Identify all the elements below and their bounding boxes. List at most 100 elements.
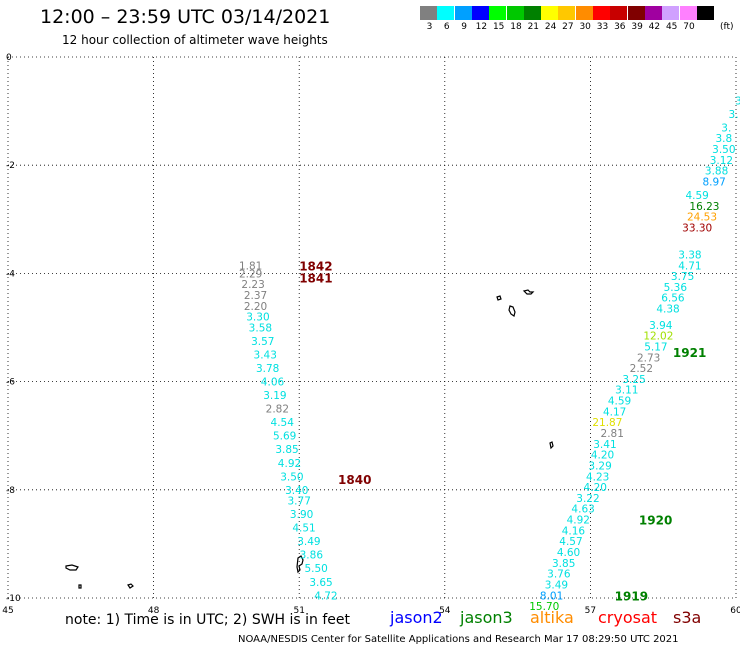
colorbar-label: 9	[461, 22, 467, 32]
colorbar-label: 27	[562, 22, 574, 32]
wave-height-value: 4.20	[584, 482, 607, 494]
wave-height-value: 3.75	[671, 271, 694, 283]
wave-height-value: 12.02	[643, 331, 673, 343]
wave-height-value: 3.49	[545, 579, 568, 591]
landmass-outline	[296, 555, 304, 574]
wave-height-value: 2.81	[601, 428, 624, 440]
wave-height-value: 4.20	[591, 450, 614, 462]
y-tick-label: 0	[6, 53, 12, 63]
x-tick-label: 54	[439, 606, 451, 616]
wave-height-value: 5.17	[644, 341, 667, 353]
wave-height-value: 2.37	[244, 290, 267, 302]
colorbar-swatch	[679, 6, 697, 20]
colorbar-swatch	[454, 6, 472, 20]
colorbar-swatch	[593, 6, 610, 20]
y-tick-label: -4	[6, 269, 15, 279]
wave-height-value: 3.78	[256, 363, 279, 375]
wave-height-value: 3.86	[300, 550, 324, 562]
wave-height-value: 3.	[721, 122, 731, 134]
colorbar-swatch	[541, 6, 559, 20]
pass-time-label: 1919	[615, 589, 648, 603]
wave-height-value: 2.23	[241, 279, 264, 291]
wave-height-value: 4.92	[278, 458, 301, 470]
satellite-legend-item: altika	[530, 608, 574, 627]
wave-height-value: 4.54	[271, 417, 295, 429]
colorbar-label: 42	[648, 22, 661, 32]
wave-height-value: 8.97	[702, 176, 725, 188]
wave-height-value: 21.87	[592, 417, 622, 429]
landmass-outline	[78, 584, 82, 589]
wave-height-value: 3.65	[309, 577, 332, 589]
wave-height-value: 2.20	[244, 301, 267, 313]
wave-height-value: 3.19	[263, 390, 286, 402]
wave-height-value: 5.36	[664, 282, 688, 294]
wave-height-value: 3.85	[552, 558, 575, 570]
wave-height-value: 6.56	[661, 293, 685, 305]
wave-height-value: 16.23	[689, 201, 719, 213]
wave-height-value: 4.59	[608, 396, 631, 408]
wave-height-value: 3.	[729, 109, 739, 121]
wave-height-value: 4.71	[678, 260, 701, 272]
colorbar-swatch	[420, 6, 437, 20]
wave-height-value: 3.50	[712, 144, 735, 156]
wave-height-value: 3.49	[297, 536, 320, 548]
y-tick-label: -10	[6, 594, 21, 604]
colorbar-label: 24	[544, 22, 557, 32]
wave-height-value: 3.94	[649, 320, 673, 332]
units-note: note: 1) Time is in UTC; 2) SWH is in fe…	[65, 612, 351, 628]
satellite-legend-item: cryosat	[598, 608, 658, 627]
colorbar-label: 21	[527, 22, 540, 32]
colorbar-label: 15	[492, 22, 505, 32]
wave-height-value: 24.53	[687, 212, 717, 224]
wave-height-value: 3.41	[593, 439, 616, 451]
wave-height-value: 33.30	[682, 222, 712, 234]
colorbar-swatch	[575, 6, 593, 20]
wave-height-value: 3.77	[288, 496, 311, 508]
wave-height-value: 3.43	[254, 350, 277, 362]
wave-height-value: 4.59	[685, 190, 708, 202]
colorbar-swatch	[644, 6, 662, 20]
colorbar-swatch	[558, 6, 576, 20]
landmass-outline	[127, 583, 134, 589]
wave-height-value: 3.50	[280, 471, 303, 483]
wave-height-value: 1.81	[239, 260, 262, 272]
colorbar-swatch	[489, 6, 507, 20]
x-tick-label: 51	[293, 606, 304, 616]
wave-height-value: 3.11	[615, 385, 638, 397]
x-tick-label: 45	[2, 606, 13, 616]
colorbar-label: 30	[579, 22, 591, 32]
wave-height-value: 4.17	[603, 406, 626, 418]
colorbar-label: 70	[683, 22, 695, 32]
colorbar-unit: (ft)	[720, 22, 734, 32]
wave-height-value: 2.29	[239, 268, 262, 280]
wave-height-value: 4.38	[656, 304, 679, 316]
wave-height-value: 5.50	[304, 563, 327, 575]
satellite-legend-item: s3a	[673, 608, 702, 627]
y-tick-label: -6	[6, 378, 15, 388]
wave-height-value: 2.82	[266, 404, 289, 416]
pass-time-label: 1921	[673, 346, 706, 360]
wave-height-value: 4.92	[567, 515, 590, 527]
wave-height-value: 3.8	[716, 133, 733, 145]
wave-height-value: 3.29	[588, 460, 611, 472]
colorbar-label: 18	[510, 22, 522, 32]
wave-height-value: 3	[735, 95, 740, 107]
wave-height-value: 8.01	[540, 590, 563, 602]
satellite-legend-item: jason2	[390, 608, 443, 627]
colorbar-swatch	[506, 6, 524, 20]
wave-height-value: 3.88	[705, 166, 728, 178]
wave-height-value: 4.60	[557, 547, 580, 559]
colorbar-label: 6	[443, 22, 450, 32]
colorbar-swatch	[471, 6, 489, 20]
colorbar-swatch	[627, 6, 645, 20]
landmass-outline	[508, 305, 516, 317]
wave-height-value: 3.12	[710, 155, 733, 167]
colorbar-label: 12	[475, 22, 488, 32]
wave-height-value: 4.72	[314, 590, 337, 602]
pass-time-label: 1920	[639, 514, 672, 528]
wave-height-value: 2.52	[630, 363, 653, 375]
y-tick-label: -2	[6, 161, 15, 171]
wave-height-value: 2.73	[637, 352, 660, 364]
x-tick-label: 48	[148, 606, 160, 616]
